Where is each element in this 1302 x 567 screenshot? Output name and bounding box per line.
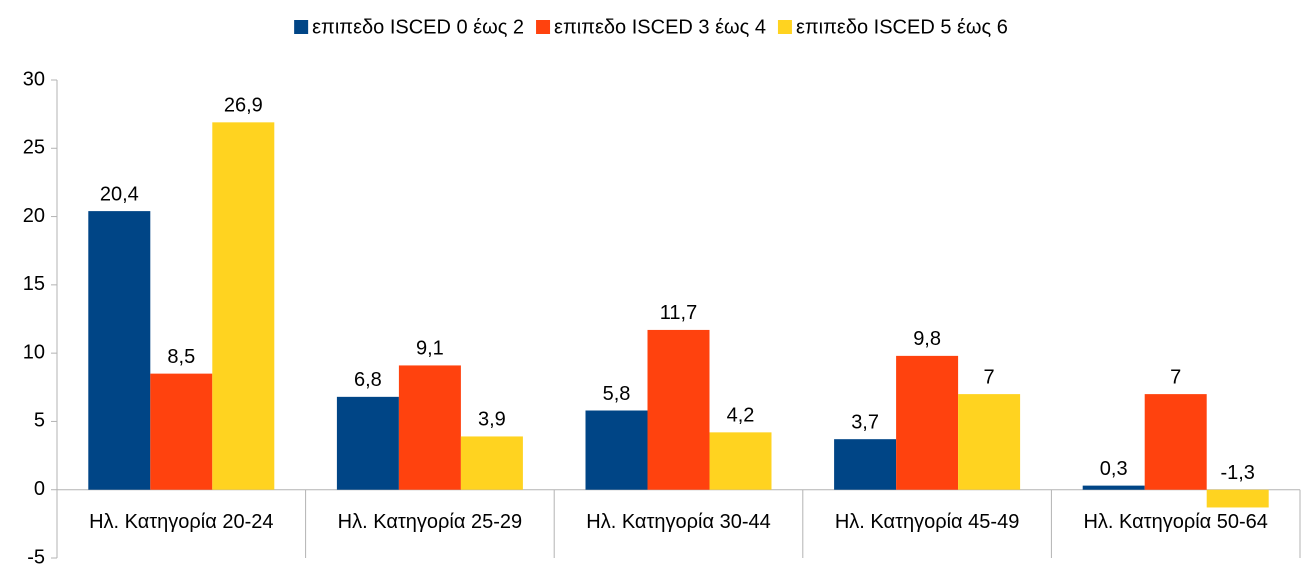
y-tick-label: 5 — [34, 410, 45, 432]
data-label: 20,4 — [100, 183, 139, 205]
data-label: 26,9 — [224, 95, 263, 117]
data-label: 4,2 — [727, 405, 755, 427]
bar — [896, 355, 959, 490]
y-tick-label: 10 — [23, 341, 45, 363]
data-label: 8,5 — [167, 346, 195, 368]
bar — [1082, 485, 1145, 490]
bar — [212, 122, 275, 490]
legend-label: επιπεδο ISCED 0 έως 2 — [312, 16, 524, 38]
y-tick-label: 0 — [34, 478, 45, 500]
legend-swatch — [777, 20, 792, 34]
x-tick-label: Ηλ. Κατηγορία 45-49 — [835, 511, 1019, 533]
x-tick-label: Ηλ. Κατηγορία 30-44 — [586, 511, 770, 533]
legend-label: επιπεδο ISCED 3 έως 4 — [554, 16, 766, 38]
bar — [398, 365, 461, 490]
data-label: 7 — [984, 366, 995, 388]
data-label: 6,8 — [354, 369, 382, 391]
legend-label: επιπεδο ISCED 5 έως 6 — [796, 16, 1008, 38]
y-tick-label: -5 — [27, 546, 45, 567]
legend-swatch — [294, 20, 309, 34]
data-label: 0,3 — [1100, 458, 1128, 480]
y-tick-label: 25 — [23, 137, 45, 159]
bar — [709, 432, 772, 490]
x-tick-label: Ηλ. Κατηγορία 50-64 — [1083, 511, 1267, 533]
data-label: 3,7 — [851, 411, 879, 433]
bar — [150, 373, 213, 490]
bar — [585, 410, 648, 490]
data-label: -1,3 — [1220, 462, 1254, 484]
data-label: 11,7 — [660, 302, 697, 324]
data-label: 5,8 — [603, 383, 631, 405]
data-label: 9,1 — [416, 338, 444, 360]
data-label: 3,9 — [478, 409, 506, 431]
x-tick-label: Ηλ. Κατηγορία 20-24 — [89, 511, 273, 533]
bar — [647, 329, 710, 490]
bar — [336, 396, 399, 490]
bar — [958, 394, 1021, 490]
bar — [88, 211, 151, 490]
bar — [460, 436, 523, 490]
bar — [1206, 489, 1269, 508]
data-label: 7 — [1170, 366, 1181, 388]
x-tick-label: Ηλ. Κατηγορία 25-29 — [338, 511, 522, 533]
bar — [1144, 394, 1207, 490]
y-tick-label: 20 — [23, 205, 45, 227]
y-tick-label: 30 — [23, 68, 45, 90]
legend-swatch — [536, 20, 551, 34]
y-tick-label: 15 — [23, 273, 45, 295]
bar — [834, 439, 897, 490]
data-label: 9,8 — [913, 328, 941, 350]
